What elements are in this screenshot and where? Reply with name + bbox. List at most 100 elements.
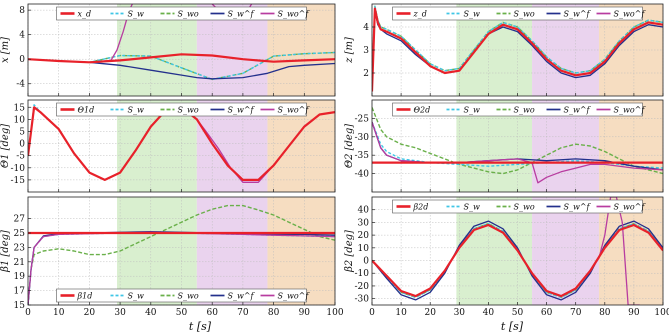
x-tick-label: 30 — [454, 308, 466, 318]
legend-label-sfw: S_w^f — [564, 203, 592, 212]
y-tick-label: 21 — [14, 258, 25, 268]
phase-band-3 — [267, 197, 335, 305]
x-axis-label-left: t [s] — [189, 320, 212, 333]
legend-label-swo: S_wo — [514, 106, 535, 115]
y-axis-label: β1 [deg] — [0, 230, 11, 273]
y-tick-label: -35 — [355, 151, 370, 161]
y-axis-label: Θ2 [deg] — [344, 124, 355, 168]
y-tick-label: 15 — [14, 301, 26, 311]
x-tick-label: 40 — [483, 308, 495, 318]
legend-label-ref: z_d — [413, 10, 427, 19]
y-tick-label: 4 — [19, 31, 25, 41]
legend-box — [56, 6, 307, 21]
x-tick-label: 0 — [369, 308, 375, 318]
series-group — [372, 107, 663, 184]
legend: z_d S_w S_wo S_w^f S_wo^f — [392, 6, 646, 21]
legend-label-sfw: S_w^f — [228, 106, 256, 115]
series-line-sw — [372, 5, 663, 92]
series-line-ref — [372, 7, 663, 92]
y-tick-label: 25 — [14, 229, 26, 239]
legend-label-swo: S_wo — [514, 10, 535, 19]
x-tick-label: 90 — [299, 308, 311, 318]
y-tick-label: 4 — [363, 23, 369, 33]
x-axis-label-right: t [s] — [501, 320, 524, 333]
legend-label-sfwo: S_wo^f — [614, 106, 647, 115]
y-tick-label: -5 — [16, 152, 25, 162]
legend-label-sfw: S_w^f — [228, 292, 256, 301]
x-tick-label: 0 — [25, 308, 31, 318]
legend-label-sfwo: S_wo^f — [278, 106, 311, 115]
y-tick-label: 30 — [358, 218, 370, 228]
x-tick-label: 100 — [654, 308, 669, 318]
legend-label-ref: β2d — [413, 203, 429, 212]
legend-box — [392, 6, 643, 21]
legend-label-swo: S_wo — [178, 10, 199, 19]
x-tick-label: 30 — [114, 308, 126, 318]
x-tick-label: 20 — [84, 308, 96, 318]
series-line-ref — [28, 53, 335, 64]
x-tick-label: 10 — [395, 308, 407, 318]
legend: Θ2d S_w S_wo S_w^f S_wo^f — [392, 102, 647, 117]
y-tick-label: -20 — [355, 282, 370, 292]
legend-label-swo: S_wo — [178, 106, 199, 115]
y-tick-label: 23 — [14, 243, 26, 253]
y-tick-label: 0 — [19, 55, 25, 65]
y-tick-label: -40 — [355, 170, 370, 180]
phase-band-3 — [598, 197, 663, 305]
y-tick-label: 8 — [19, 6, 25, 16]
y-tick-label: -15 — [11, 176, 26, 186]
legend: Θ1d S_w S_wo S_w^f S_wo^f — [56, 102, 311, 117]
x-tick-label: 70 — [237, 308, 249, 318]
y-tick-label: 10 — [14, 115, 26, 125]
series-line-sw — [372, 121, 663, 169]
series-line-ref — [372, 223, 663, 298]
legend-label-swo: S_wo — [514, 203, 535, 212]
x-tick-label: 70 — [570, 308, 582, 318]
x-tick-label: 100 — [326, 308, 343, 318]
plot-panel-beta1: 15 17 19 21 23 25 27 0 10 20 30 40 50 60 70 80 90 100 β1 [… — [0, 196, 344, 318]
legend-label-sfw: S_w^f — [564, 106, 592, 115]
series-line-sfw — [372, 220, 663, 301]
legend-label-sfw: S_w^f — [228, 10, 256, 19]
legend-label-sfw: S_w^f — [564, 10, 592, 19]
x-tick-label: 90 — [628, 308, 640, 318]
x-tick-label: 40 — [145, 308, 157, 318]
series-group — [28, 204, 335, 305]
y-tick-label: 10 — [358, 244, 370, 254]
phase-band-1 — [117, 197, 197, 305]
y-tick-label: 0 — [363, 257, 369, 267]
legend-label-sw: S_w — [128, 106, 144, 115]
y-axis-label: Θ1 [deg] — [0, 124, 11, 168]
legend-label-ref: Θ1d — [78, 106, 95, 115]
legend: β2d S_w S_wo S_w^f S_wo^f — [392, 199, 647, 214]
legend: β1d S_w S_wo S_w^f S_wo^f — [56, 288, 311, 303]
x-tick-label: 60 — [541, 308, 553, 318]
legend-box — [392, 102, 643, 117]
y-tick-label: 27 — [14, 215, 26, 225]
y-tick-label: 0 — [19, 140, 25, 150]
legend-label-sw: S_w — [128, 10, 144, 19]
legend-label-sw: S_w — [464, 203, 480, 212]
y-tick-label: -10 — [11, 164, 26, 174]
series-line-swo — [28, 204, 335, 305]
series-group — [372, 5, 663, 92]
legend-label-sw: S_w — [464, 106, 480, 115]
y-tick-label: 3 — [363, 46, 369, 56]
legend-label-sfwo: S_wo^f — [278, 10, 311, 19]
legend-label-sfwo: S_wo^f — [278, 292, 311, 301]
series-group — [372, 197, 663, 305]
legend-label-sfwo: S_wo^f — [614, 203, 647, 212]
x-tick-label: 80 — [268, 308, 280, 318]
y-tick-label: 40 — [358, 206, 370, 216]
y-tick-label: -30 — [355, 133, 370, 143]
series-group — [28, 4, 335, 81]
legend-label-ref: Θ2d — [414, 106, 431, 115]
x-tick-label: 10 — [53, 308, 65, 318]
y-tick-label: 15 — [14, 103, 26, 113]
plot-panel-x: -4 0 4 8 x [m] x_d S_w S_wo S_w^f S_wo^f — [0, 3, 336, 97]
y-tick-label: 17 — [14, 287, 26, 297]
legend-box — [56, 102, 307, 117]
x-tick-label: 60 — [206, 308, 218, 318]
